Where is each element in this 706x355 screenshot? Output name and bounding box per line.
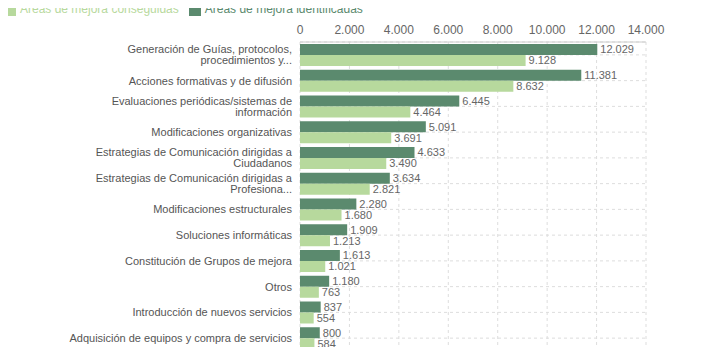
svg-text:1.909: 1.909 <box>350 223 378 236</box>
svg-text:0: 0 <box>297 23 304 37</box>
html-text:Áreas de mejora identificadas: Áreas de mejora identificadas <box>204 2 363 16</box>
svg-text:2.280: 2.280 <box>359 197 387 210</box>
svg-text:Generación de Guías, protocolo: Generación de Guías, protocolos,procedim… <box>128 43 292 66</box>
svg-text:4.464: 4.464 <box>413 106 441 118</box>
svg-text:Adquisición de equipos y compr: Adquisición de equipos y compra de servi… <box>69 332 292 344</box>
svg-text:6.445: 6.445 <box>462 95 490 107</box>
svg-text:Estrategias de Comunicación di: Estrategias de Comunicación dirigidas aC… <box>96 146 293 169</box>
svg-text:4.000: 4.000 <box>384 23 414 37</box>
svg-text:1.213: 1.213 <box>333 235 361 247</box>
svg-text:12.029: 12.029 <box>600 43 634 55</box>
svg-text:9.128: 9.128 <box>529 54 557 66</box>
svg-text:1.680: 1.680 <box>345 209 373 221</box>
svg-text:3.634: 3.634 <box>392 172 421 185</box>
svg-text:11.381: 11.381 <box>584 69 617 81</box>
svg-text:1.021: 1.021 <box>328 260 356 272</box>
svg-text:Evaluaciones periódicas/sistem: Evaluaciones periódicas/sistemas deinfor… <box>112 95 292 118</box>
svg-text:800: 800 <box>322 326 342 339</box>
svg-text:3.490: 3.490 <box>389 157 417 169</box>
svg-text:2.821: 2.821 <box>373 183 401 195</box>
svg-text:1.613: 1.613 <box>342 249 371 262</box>
svg-text:584: 584 <box>317 338 335 347</box>
svg-text:8.632: 8.632 <box>516 80 544 92</box>
svg-text:Soluciones informáticas: Soluciones informáticas <box>176 229 293 241</box>
html-text:Áreas de mejora conseguidas: Áreas de mejora conseguidas <box>20 2 179 16</box>
svg-text:12.000: 12.000 <box>578 23 615 37</box>
svg-text:Constitución de Grupos de mejo: Constitución de Grupos de mejora <box>125 255 293 267</box>
svg-text:4.633: 4.633 <box>418 146 446 158</box>
svg-text:763: 763 <box>322 286 340 298</box>
svg-text:Estrategias de Comunicación di: Estrategias de Comunicación dirigidas aP… <box>96 172 293 195</box>
svg-text:837: 837 <box>323 300 342 313</box>
svg-text:14.000: 14.000 <box>628 23 665 37</box>
svg-text:2.000: 2.000 <box>334 23 364 37</box>
svg-text:3.691: 3.691 <box>394 132 422 144</box>
svg-text:6.000: 6.000 <box>433 23 463 37</box>
svg-text:10.000: 10.000 <box>529 23 566 37</box>
svg-text:1.180: 1.180 <box>332 275 360 288</box>
svg-text:Otros: Otros <box>265 281 292 293</box>
svg-text:Modificaciones estructurales: Modificaciones estructurales <box>153 203 292 215</box>
svg-text:8.000: 8.000 <box>483 23 513 37</box>
svg-text:554: 554 <box>317 312 335 324</box>
svg-text:Introducción de nuevos servici: Introducción de nuevos servicios <box>132 306 292 318</box>
svg-text:5.091: 5.091 <box>429 121 457 133</box>
svg-text:Acciones formativas y de difus: Acciones formativas y de difusión <box>129 75 292 87</box>
svg-text:Modificaciones organizativas: Modificaciones organizativas <box>151 126 292 138</box>
